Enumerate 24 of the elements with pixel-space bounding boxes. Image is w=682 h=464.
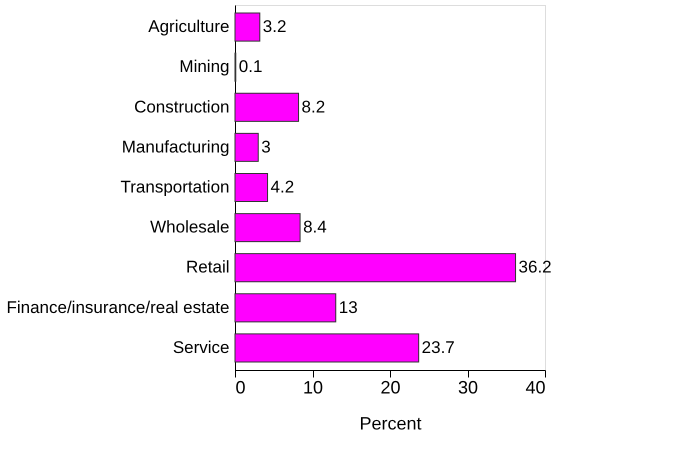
y-tick-label: Finance/insurance/real estate [6,298,230,317]
y-tick-label: Wholesale [150,218,230,237]
x-tick-label: 20 [380,378,401,398]
x-tick-label: 30 [458,378,478,398]
y-tick-label: Transportation [120,178,230,196]
data-label: 36.2 [518,258,552,277]
data-label: 4.2 [270,178,294,196]
data-label: 8.2 [302,97,326,116]
x-axis-title: Percent [359,414,422,434]
data-label: 8.4 [303,218,327,237]
y-tick-label: Construction [134,97,230,116]
data-label: 23.7 [422,338,455,357]
data-label: 3.2 [262,17,286,36]
x-tick-label: 40 [525,378,546,398]
y-tick-label: Manufacturing [122,137,230,156]
y-tick-label: Mining [179,57,230,76]
y-tick-label: Service [172,338,230,357]
data-label: 13 [338,298,358,317]
data-label: 0.1 [238,57,262,76]
y-tick-label: Agriculture [148,17,230,36]
x-tick-label: 0 [236,378,246,398]
x-tick-label: 10 [302,378,324,398]
y-tick-label: Retail [186,258,230,277]
data-label: 3 [261,137,271,156]
